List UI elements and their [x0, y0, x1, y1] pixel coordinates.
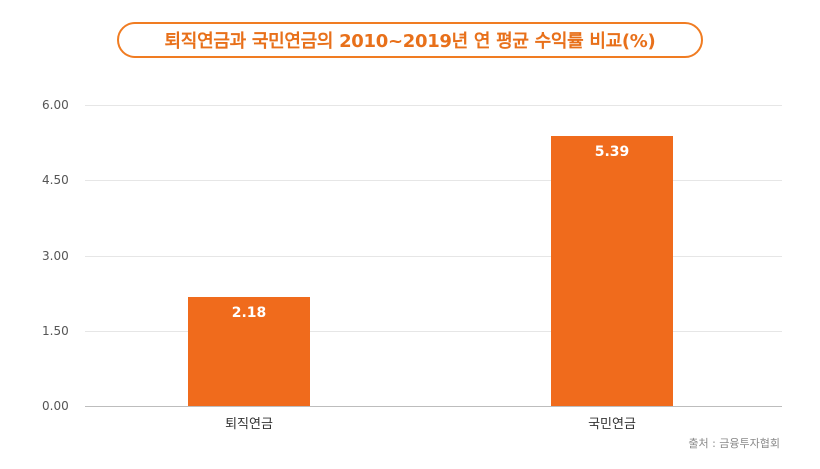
y-tick-label: 0.00: [42, 399, 69, 413]
y-tick-label: 3.00: [42, 249, 69, 263]
x-tick-label: 국민연금: [588, 417, 636, 432]
bar-value-label: 5.39: [594, 143, 630, 160]
y-gridline: [85, 105, 782, 106]
chart-title: 퇴직연금과 국민연금의 2010~2019년 연 평균 수익률 비교(%): [117, 22, 703, 58]
y-tick-label: 4.50: [42, 173, 69, 187]
y-gridline: [85, 180, 782, 181]
y-gridline: [85, 256, 782, 257]
bar: [551, 135, 673, 406]
y-tick-label: 6.00: [42, 98, 69, 112]
x-axis-baseline: [85, 406, 782, 407]
x-tick-label: 퇴직연금: [225, 417, 273, 432]
bar-value-label: 2.18: [231, 304, 267, 321]
source-note: 출처 : 금융투자협회: [688, 437, 780, 450]
y-tick-label: 1.50: [42, 324, 69, 338]
bar: [188, 296, 310, 406]
y-gridline: [85, 331, 782, 332]
